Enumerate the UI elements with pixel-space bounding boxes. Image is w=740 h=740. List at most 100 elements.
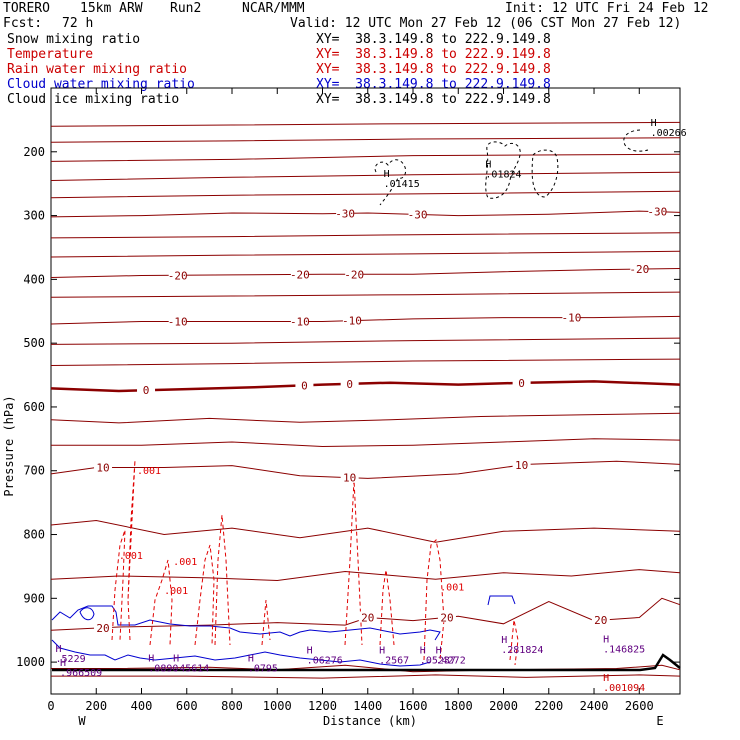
isotherms [50,121,681,679]
isotherm-line [50,153,681,162]
isotherm-line [50,137,681,143]
isotherm-label-bg [358,611,377,623]
isotherm-label-bg [94,621,113,633]
isotherm-label-bg [630,263,649,275]
isotherm-line [50,210,681,218]
maximum-marker: H [56,644,62,655]
isotherm-label: -30 [647,206,667,219]
maximum-value-label: .001094 [603,683,645,694]
maximum-marker: H [436,645,442,656]
ice-contour [374,159,407,206]
isotherm-label-bg [342,314,361,326]
maximum-value-label: .0795 [248,664,278,675]
rain-contour [379,569,395,646]
isotherm-line [51,438,681,448]
isotherm-label-bg [437,611,456,623]
rain-contour [423,538,445,661]
isotherm-line [50,291,681,298]
maximum-value-label: .0890 [148,664,178,675]
rain-contour-label: .001 [173,557,197,568]
rain-contour [214,514,231,646]
isotherm-label: 0 [301,379,308,392]
isotherm-label: -10 [561,312,581,325]
rain-contour-label: .001 [137,466,161,477]
contour-labels: -30 -30 -30 -20 -20 -20 -20 -10 -10 -10 -10 0 0 0 0 10 1… [56,118,687,694]
x-tick-label: 1600 [399,699,428,713]
rain-contour [149,559,173,646]
field-name-temperature: Temperature [7,47,94,62]
isotherm-label-bg [290,315,309,327]
isotherm-label-bg [340,377,359,389]
isotherm-line [51,674,681,679]
x-tick-label: 2200 [534,699,563,713]
x-tick-label: 1000 [263,699,292,713]
isotherm-label: 10 [96,462,109,475]
rain-contour [509,619,519,666]
isotherm-label: -20 [629,263,649,276]
cloud-water-contour [79,607,95,621]
valid-time: Valid: 12 UTC Mon 27 Feb 12 (06 CST Mon … [290,16,682,31]
field-range-rain: XY= 38.3.149.8 to 222.9.149.8 [316,62,551,77]
x-tick-label: 1800 [444,699,473,713]
y-tick-label: 900 [23,591,45,605]
x-axis-west-label: W [78,714,86,728]
isotherm-line [50,232,681,239]
y-axis-title: Pressure (hPa) [2,395,16,496]
y-tick-label: 500 [23,336,45,350]
maximum-marker: H [173,654,179,665]
isotherm-label: 20 [440,611,453,624]
ice-snow-contours [374,129,649,206]
isotherm-label-bg [340,471,359,483]
cloud-water-contour [51,605,441,641]
forecast-value: 72 h [62,16,94,31]
rain-contour [111,529,126,641]
rain-contour-label: .001 [440,583,464,594]
cloud-water-contours [51,595,516,667]
maximum-value-label: .4272 [436,655,466,666]
field-range-cloud-ice: XY= 38.3.149.8 to 222.9.149.8 [316,92,551,107]
x-tick-label: 800 [221,699,243,713]
isotherm-label: 0 [143,384,150,397]
maximum-marker: H [248,654,254,665]
maximum-value-label: .45614 [173,664,209,675]
isotherm-label-bg [591,614,610,626]
x-tick-label: 2600 [625,699,654,713]
isotherm-label: -10 [168,315,188,328]
forecast-label: Fcst: [3,16,43,31]
x-tick-label: 0 [47,699,54,713]
ground-line [52,653,681,672]
isotherm-label: 10 [515,459,528,472]
isotherm-line [50,268,681,278]
model-name: TORERO [3,1,50,16]
isotherm-label: -30 [408,208,428,221]
ice-contour [623,129,649,152]
isotherm-line [50,190,681,199]
rain-contour [127,459,136,641]
isotherm-label: 20 [594,614,607,627]
maximum-marker: H [148,654,154,665]
maximum-marker: H [501,635,507,646]
field-name-snow: Snow mixing ratio [7,32,141,47]
isotherm-line [50,337,681,345]
rain-contour [344,479,363,646]
field-name-cloud-ice: Cloud ice mixing ratio [7,92,180,107]
maximum-marker: H [384,169,390,180]
isotherm-line [51,664,681,673]
maximum-value-label: .966509 [60,668,102,679]
maximum-marker: H [307,645,313,656]
axis-labels: Pressure (hPa) Distance (km) W E [2,395,664,728]
isotherm-label: -20 [344,268,364,281]
cloud-water-contour [487,595,516,606]
isotherm-label-bg [345,268,364,280]
x-tick-label: 1400 [353,699,382,713]
rain-contour [194,544,215,646]
maximum-value-label: .06276 [307,655,343,666]
isotherm-line [50,121,681,127]
isotherm-label-bg [562,311,581,323]
y-tick-label: 1000 [16,655,45,669]
maximum-marker: H [379,645,385,656]
isotherm-line [50,519,681,543]
maximum-value-label: .281824 [501,645,543,656]
